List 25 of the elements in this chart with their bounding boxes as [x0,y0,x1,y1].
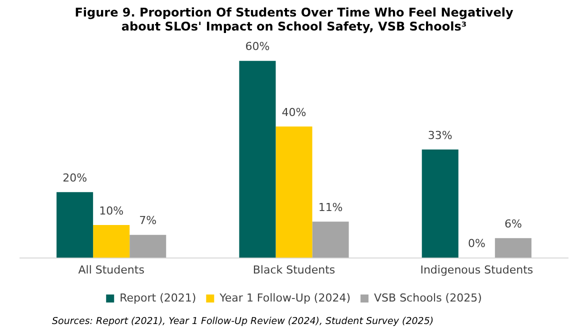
bar [494,238,532,258]
legend-label: VSB Schools (2025) [374,291,482,304]
legend-label: Report (2021) [120,291,196,304]
bar [130,234,166,258]
data-label: 11% [318,201,343,214]
x-tick-label: All Students [78,263,145,276]
data-label: 7% [139,214,157,228]
bar [93,224,130,258]
data-label: 6% [504,217,522,230]
bar [276,126,312,258]
legend-label: Year 1 Follow-Up (2024) [218,291,351,304]
bar [422,149,458,258]
x-tick-label: Black Students [252,263,336,276]
data-label: 40% [282,106,306,119]
data-label: 20% [62,171,88,184]
bar [312,222,349,258]
data-label: 10% [99,204,124,218]
data-label: 33% [428,128,452,142]
source-note: Sources: Report (2021), Year 1 Follow-Up Review (2024), Student Survey (2025) [51,315,435,329]
bar [239,60,276,258]
data-label: 60% [245,40,270,54]
x-tick-label: Indigenous Students [420,263,534,276]
data-label: 0% [468,237,486,250]
chart-title: Figure 9. Proportion Of Students Over Time Who Feel Negatively about SLOs' Impact on School Safety, VSB Schools³ [74,5,514,34]
bar [56,192,94,258]
